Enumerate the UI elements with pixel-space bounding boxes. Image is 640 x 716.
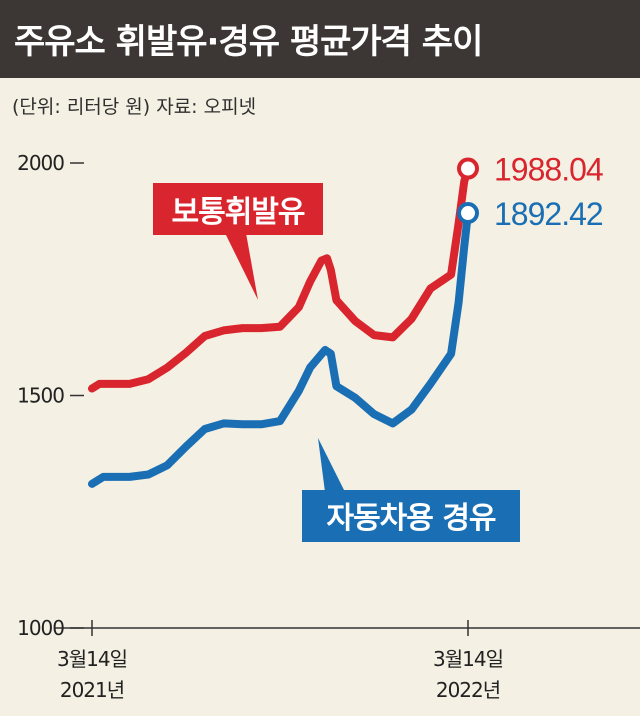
diesel-end-value: 1892.42 — [494, 196, 603, 232]
diesel-callout-pointer — [318, 438, 345, 492]
x-tick-label-year: 2022년 — [436, 678, 500, 702]
diesel-callout-label: 자동차용 경유 — [326, 501, 495, 536]
y-tick-label: 1500 — [17, 384, 64, 408]
gasoline-callout-label: 보통휘발유 — [172, 195, 305, 230]
diesel-end-marker — [457, 202, 479, 225]
y-tick-label: 2000 — [17, 151, 64, 175]
gasoline-line — [88, 164, 472, 393]
chart-title: 주유소 휘발유·경유 평균가격 추이 — [14, 22, 483, 62]
y-tick-label: 1000 — [17, 616, 64, 640]
diesel-line — [88, 209, 472, 488]
gasoline-callout-box — [153, 183, 323, 235]
title-bar: 주유소 휘발유·경유 평균가격 추이 — [0, 0, 640, 78]
gasoline-end-value: 1988.04 — [494, 152, 603, 188]
gasoline-callout-pointer — [225, 233, 258, 300]
x-tick-label: 3월14일 — [57, 647, 127, 671]
gasoline-end-marker — [457, 157, 479, 180]
x-tick-label: 3월14일 — [433, 647, 503, 671]
x-tick-label-year: 2021년 — [60, 678, 124, 702]
unit-source-note: (단위: 리터당 원) 자료: 오피넷 — [12, 96, 257, 118]
diesel-callout-box — [302, 490, 520, 542]
